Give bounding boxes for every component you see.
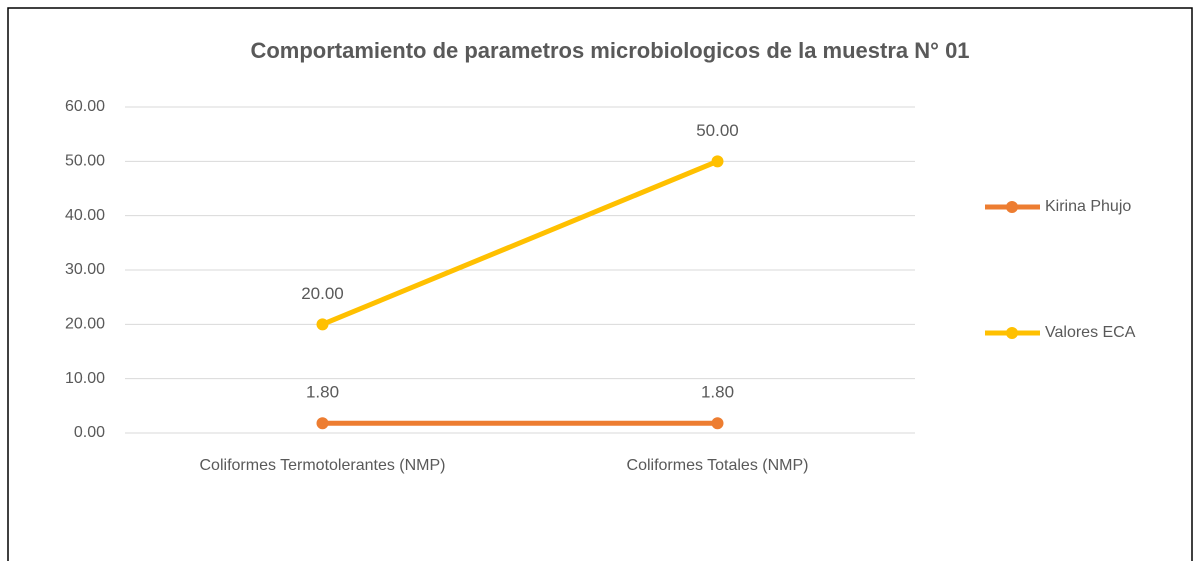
legend-label: Kirina Phujo bbox=[1045, 198, 1131, 215]
data-label: 1.80 bbox=[306, 383, 339, 402]
chart-frame bbox=[7, 7, 1193, 561]
y-tick-label: 60.00 bbox=[65, 98, 105, 115]
data-label: 50.00 bbox=[696, 121, 739, 140]
data-point bbox=[711, 417, 724, 430]
y-tick-label: 30.00 bbox=[65, 261, 105, 278]
series-line bbox=[320, 158, 720, 327]
legend-marker bbox=[1006, 327, 1018, 339]
chart-title: Comportamiento de parametros microbiolog… bbox=[250, 38, 969, 63]
y-tick-label: 0.00 bbox=[74, 424, 105, 441]
data-point bbox=[316, 417, 329, 430]
y-tick-label: 10.00 bbox=[65, 370, 105, 387]
y-tick-label: 50.00 bbox=[65, 153, 105, 170]
y-tick-label: 20.00 bbox=[65, 316, 105, 333]
legend-label: Valores ECA bbox=[1045, 324, 1136, 341]
data-point bbox=[316, 318, 329, 331]
data-label: 1.80 bbox=[701, 383, 734, 402]
legend-marker bbox=[1006, 201, 1018, 213]
x-tick-label: Coliformes Termotolerantes (NMP) bbox=[200, 457, 446, 474]
data-label: 20.00 bbox=[301, 284, 344, 303]
y-tick-label: 40.00 bbox=[65, 207, 105, 224]
data-point bbox=[711, 155, 724, 168]
x-tick-label: Coliformes Totales (NMP) bbox=[627, 457, 809, 474]
